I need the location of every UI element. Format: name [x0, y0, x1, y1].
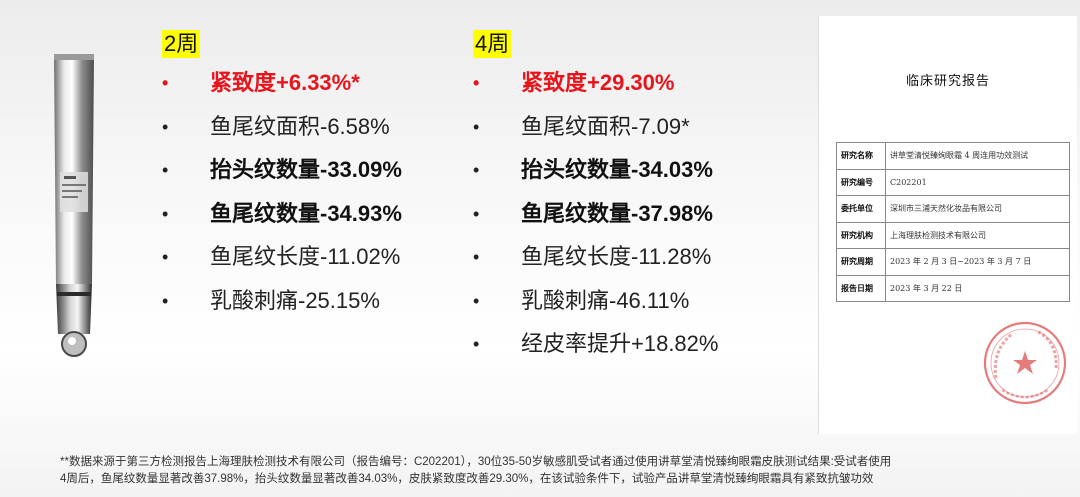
lactic-sting-value: 乳酸刺痛-25.15% — [210, 287, 380, 313]
transdermal-rate-value: 经皮率提升+18.82% — [521, 331, 719, 356]
bullet-icon: • — [473, 203, 480, 224]
crows-feet-area-value: 鱼尾纹面积-7.09* — [521, 113, 690, 139]
bullet-icon: • — [473, 73, 480, 93]
row-value: 上海理肤检测技术有限公司 — [885, 221, 1070, 249]
bullet-icon: • — [473, 116, 480, 137]
row-key: 研究机构 — [836, 221, 886, 249]
row-key: 研究名称 — [836, 142, 886, 170]
row-value: 2023 年 3 月 22 日 — [885, 274, 1070, 302]
company-seal-stamp — [982, 320, 1068, 406]
week-2-label: 2周 — [162, 30, 201, 58]
table-row: 研究周期 2023 年 2 月 3 日~2023 年 3 月 7 日 — [836, 248, 1070, 276]
report-title: 临床研究报告 — [905, 74, 990, 89]
list-item: • 鱼尾纹数量-34.93% — [162, 199, 402, 243]
product-tube-image — [48, 52, 100, 362]
week-2-list: • 紧致度+6.33%* • 鱼尾纹面积-6.58% • 抬头纹数量-33.09% •… — [162, 68, 402, 330]
crows-feet-count-value: 鱼尾纹数量-37.98% — [521, 200, 713, 226]
list-item: • 乳酸刺痛-46.11% — [473, 286, 689, 330]
table-row: 委托单位 深圳市三浦天然化妆品有限公司 — [836, 195, 1070, 223]
bullet-icon: • — [473, 160, 480, 180]
list-item: • 鱼尾纹长度-11.02% — [162, 242, 400, 286]
table-row: 研究编号 C202201 — [836, 168, 1070, 196]
footnote: **数据来源于第三方检测报告上海理肤检测技术有限公司（报告编号：C202201）… — [60, 454, 1020, 488]
table-row: 研究名称 讲草堂清悦臻绚眼霜 4 周连用功效测试 — [836, 142, 1070, 170]
firmness-value: 紧致度+29.30% — [521, 70, 675, 95]
footnote-line-2: 4周后，鱼尾纹数量显著改善37.98%，抬头纹数量显著改善34.03%，皮肤紧致… — [60, 473, 874, 485]
bullet-icon: • — [162, 247, 169, 267]
row-key: 报告日期 — [836, 274, 886, 302]
list-item: • 紧致度+29.30% — [473, 68, 674, 112]
table-row: 研究机构 上海理肤检测技术有限公司 — [836, 221, 1070, 249]
row-value: C202201 — [885, 168, 1070, 196]
list-item: • 抬头纹数量-33.09% — [162, 155, 402, 199]
row-key: 研究编号 — [836, 168, 886, 196]
bullet-icon: • — [162, 290, 169, 311]
list-item: • 鱼尾纹面积-6.58% — [162, 112, 390, 156]
row-value: 深圳市三浦天然化妆品有限公司 — [885, 195, 1070, 223]
list-item: • 鱼尾纹面积-7.09* — [473, 112, 690, 156]
week-4-list: • 紧致度+29.30% • 鱼尾纹面积-7.09* • 抬头纹数量-34.03% •… — [473, 68, 718, 373]
list-item: • 紧致度+6.33%* — [162, 68, 360, 112]
firmness-value: 紧致度+6.33%* — [210, 70, 360, 95]
row-key: 委托单位 — [836, 195, 886, 223]
bullet-icon: • — [473, 334, 480, 354]
bullet-icon: • — [162, 160, 169, 180]
crows-feet-count-value: 鱼尾纹数量-34.93% — [210, 200, 402, 226]
report-table: 研究名称 讲草堂清悦臻绚眼霜 4 周连用功效测试 研究编号 C202201 委托单位… — [836, 142, 1070, 302]
bullet-icon: • — [473, 290, 480, 311]
crows-feet-area-value: 鱼尾纹面积-6.58% — [210, 113, 390, 139]
bullet-icon: • — [162, 203, 169, 224]
list-item: • 抬头纹数量-34.03% — [473, 155, 713, 199]
crows-feet-length-value: 鱼尾纹长度-11.28% — [521, 244, 712, 269]
week-2-results: 2周 • 紧致度+6.33%* • 鱼尾纹面积-6.58% • 抬头纹数量-33.09… — [162, 30, 402, 330]
week-4-label: 4周 — [473, 30, 512, 58]
clinical-report-card: 临床研究报告 研究名称 讲草堂清悦臻绚眼霜 4 周连用功效测试 研究编号 C2022… — [818, 16, 1077, 434]
week-4-results: 4周 • 紧致度+29.30% • 鱼尾纹面积-7.09* • 抬头纹数量-34.03… — [473, 30, 718, 373]
forehead-lines-value: 抬头纹数量-34.03% — [521, 157, 713, 182]
bullet-icon: • — [473, 247, 480, 267]
forehead-lines-value: 抬头纹数量-33.09% — [210, 157, 402, 182]
footnote-line-1: **数据来源于第三方检测报告上海理肤检测技术有限公司（报告编号：C202201）… — [60, 456, 892, 468]
list-item: • 经皮率提升+18.82% — [473, 329, 718, 373]
list-item: • 鱼尾纹数量-37.98% — [473, 199, 713, 243]
row-key: 研究周期 — [836, 248, 886, 276]
table-row: 报告日期 2023 年 3 月 22 日 — [836, 274, 1070, 302]
list-item: • 乳酸刺痛-25.15% — [162, 286, 380, 330]
bullet-icon: • — [162, 73, 169, 93]
lactic-sting-value: 乳酸刺痛-46.11% — [521, 287, 690, 313]
bullet-icon: • — [162, 116, 169, 137]
list-item: • 鱼尾纹长度-11.28% — [473, 242, 711, 286]
row-value: 2023 年 2 月 3 日~2023 年 3 月 7 日 — [885, 248, 1070, 276]
row-value: 讲草堂清悦臻绚眼霜 4 周连用功效测试 — [885, 142, 1070, 170]
crows-feet-length-value: 鱼尾纹长度-11.02% — [210, 244, 401, 269]
